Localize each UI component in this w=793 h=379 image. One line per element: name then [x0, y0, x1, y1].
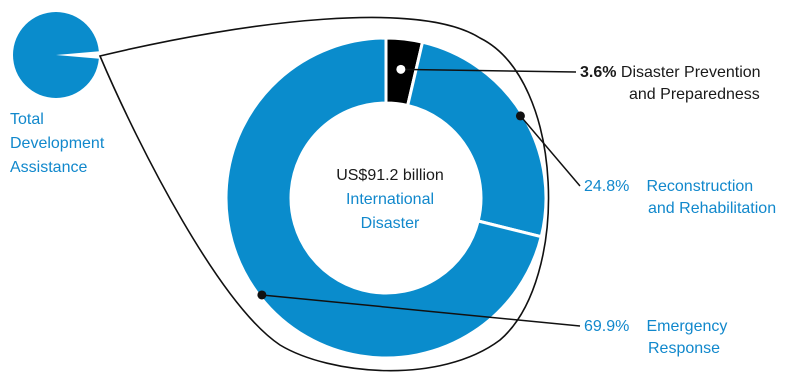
leader-line — [400, 68, 577, 73]
segment-name: Response — [648, 340, 721, 357]
donut-segment — [405, 40, 548, 239]
zoom-outline — [98, 16, 550, 372]
segment-label-reconstruction: 24.8% Reconstruction and Rehabilitation — [584, 176, 776, 220]
small-pie-wedge — [56, 51, 101, 59]
leader-line — [261, 294, 581, 327]
center-amount: US$91.2 billion — [336, 167, 444, 184]
segment-label-prevention: 3.6% Disaster Prevention and Preparednes… — [580, 62, 761, 106]
segment-name: Emergency — [646, 318, 728, 335]
segment-percent: 24.8% — [584, 178, 630, 195]
segment-percent: 69.9% — [584, 318, 630, 335]
small-pie-label-line: Total — [10, 111, 44, 128]
small-pie-label-line: Assistance — [10, 159, 88, 176]
center-label-line: Disaster — [360, 215, 420, 232]
segment-label-emergency: 69.9% Emergency Response — [584, 316, 727, 360]
leader-dot — [515, 111, 525, 121]
leader-line — [519, 115, 581, 187]
leader-dot — [257, 290, 267, 300]
segment-name: and Rehabilitation — [648, 200, 777, 217]
small-pie-label: Total Development Assistance — [10, 108, 104, 180]
donut-segment — [224, 36, 544, 360]
segment-name: Disaster Prevention — [620, 64, 761, 81]
segment-percent: 3.6% — [580, 64, 617, 81]
segment-name: Reconstruction — [646, 178, 754, 195]
center-label-line: International — [345, 191, 435, 208]
leader-dot — [396, 64, 406, 74]
segment-name: and Preparedness — [629, 86, 760, 103]
small-pie-label-line: Development — [10, 135, 105, 152]
